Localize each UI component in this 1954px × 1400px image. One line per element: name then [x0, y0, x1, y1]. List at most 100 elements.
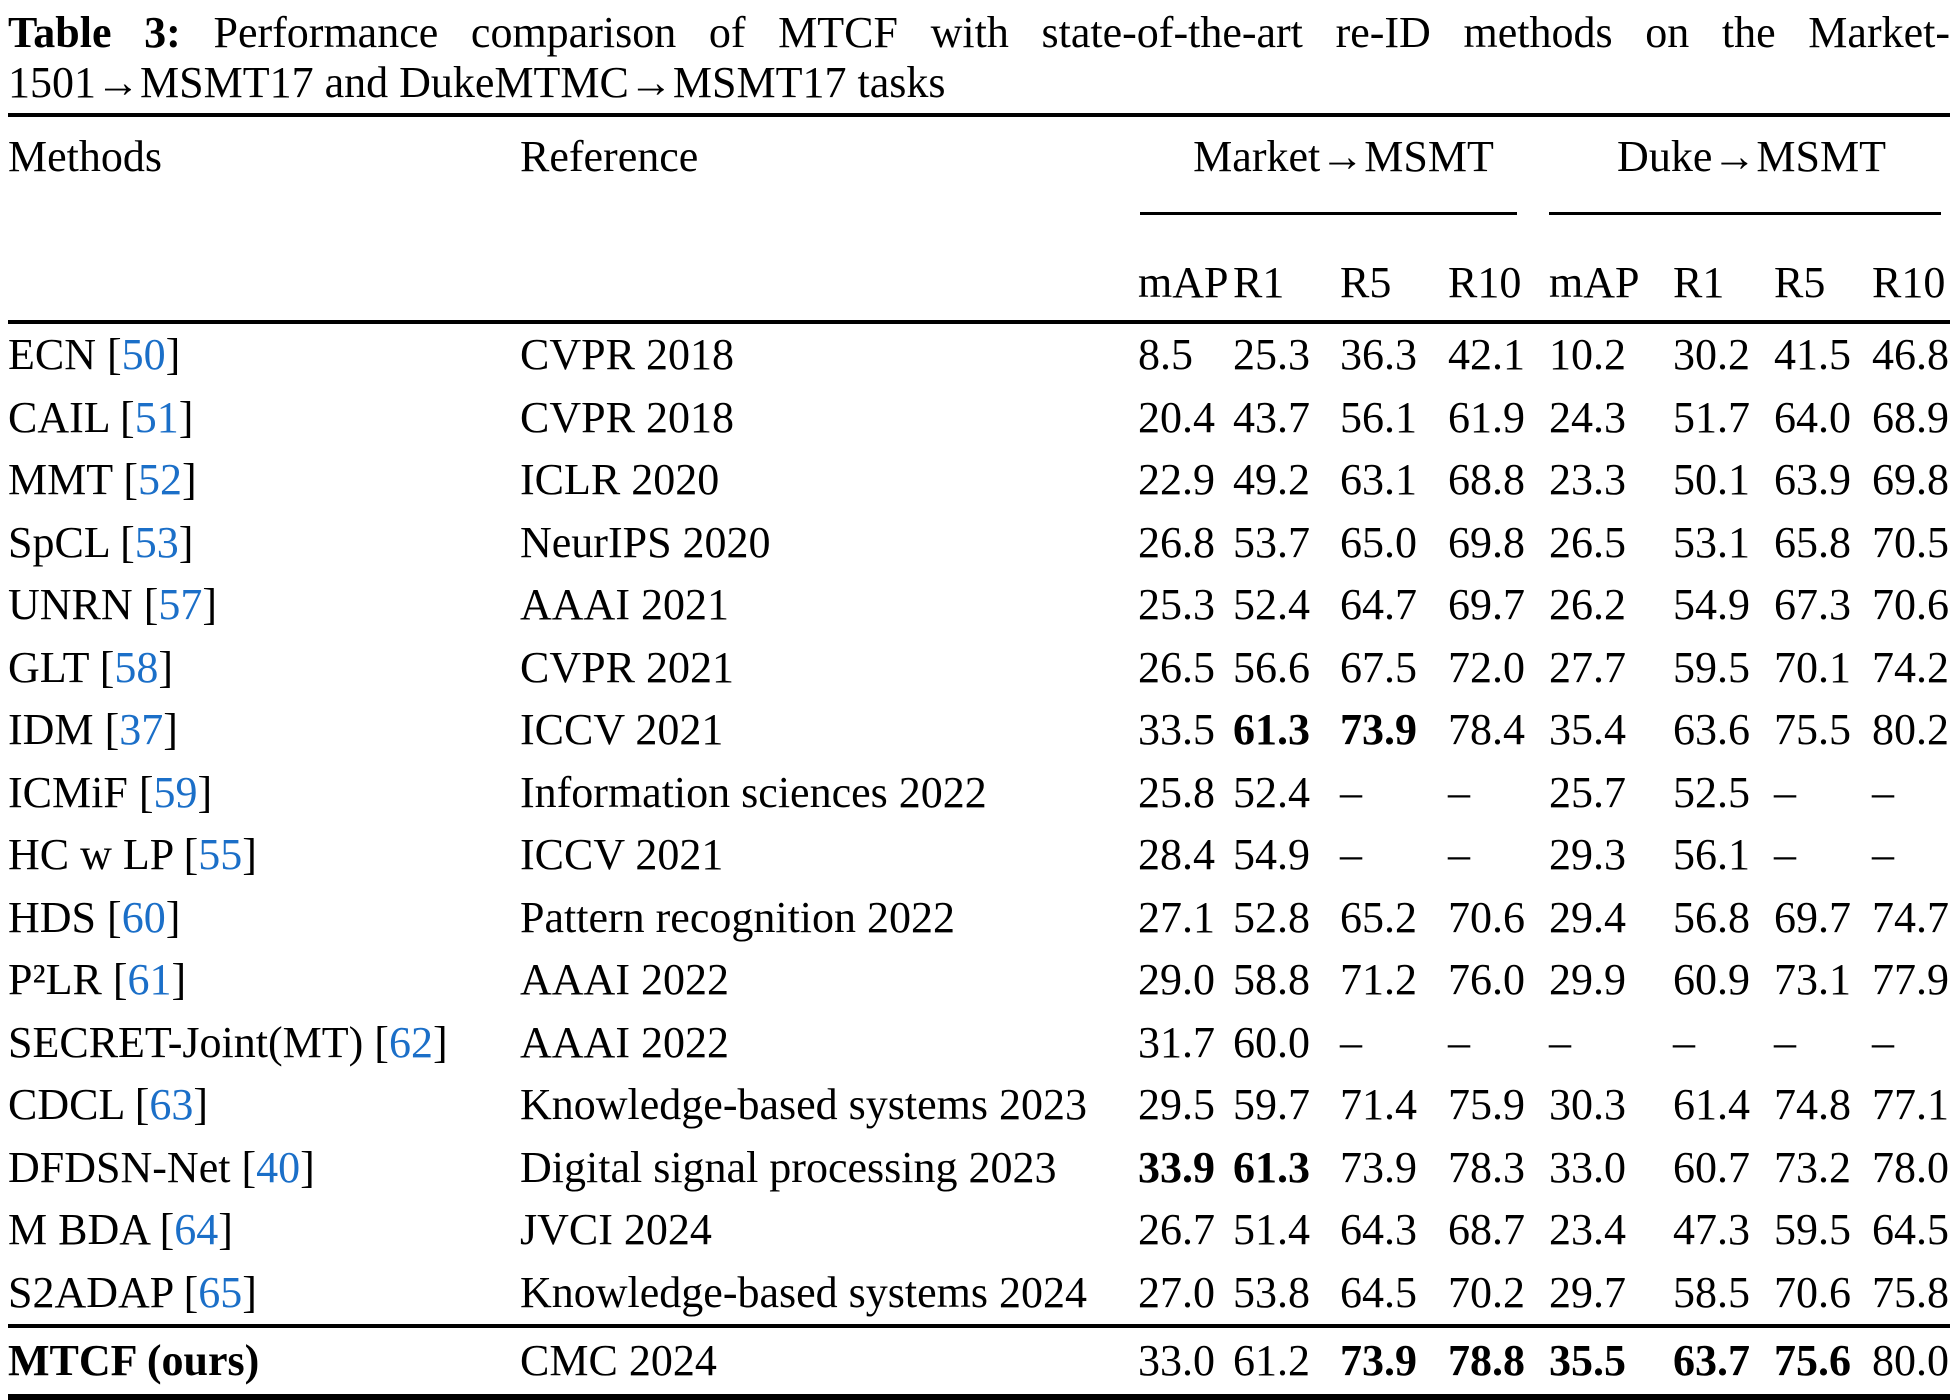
citation-link[interactable]: 40 [256, 1142, 301, 1192]
value-cell: 35.4 [1549, 705, 1626, 754]
citation: [37] [94, 705, 178, 754]
citation-open-bracket: [ [183, 1267, 199, 1317]
value-cell: 73.9 [1340, 705, 1417, 754]
citation-link[interactable]: 50 [121, 330, 166, 379]
reference-cell: Knowledge-based systems 2024 [520, 1267, 1088, 1317]
value-cell: 28.4 [1138, 830, 1215, 879]
citation-link[interactable]: 65 [198, 1267, 243, 1317]
value-cell: – [1340, 1017, 1362, 1067]
method-cell: CDCL [63] [8, 1074, 520, 1137]
value-cell: 78.8 [1448, 1336, 1525, 1385]
value-cell: 52.4 [1233, 767, 1310, 817]
value-cell: 67.3 [1774, 580, 1851, 629]
value-cell: 72.0 [1448, 642, 1525, 692]
table-row: S2ADAP [65] Knowledge-based systems 2024… [8, 1262, 1950, 1325]
value-cell: 56.1 [1340, 392, 1417, 442]
citation-link[interactable]: 53 [134, 517, 179, 567]
value-cell: 77.1 [1872, 1080, 1949, 1129]
table-row: MMT [52] ICLR 2020 22.9 49.2 63.1 68.8 23.3 5… [8, 449, 1950, 512]
caption-line-2: 1501→MSMT17 and DukeMTMC→MSMT17 tasks [8, 58, 946, 107]
table-row: UNRN [57] AAAI 2021 25.3 52.4 64.7 69.7 26.2… [8, 574, 1950, 637]
method-cell: DFDSN-Net [40] [8, 1137, 520, 1200]
method-cell: HDS [60] [8, 887, 520, 950]
citation-link[interactable]: 61 [127, 955, 172, 1004]
table-top-rule [8, 113, 1950, 117]
method-name: M BDA [8, 1205, 149, 1254]
value-cell: 68.9 [1872, 392, 1949, 442]
value-cell: 74.2 [1872, 642, 1949, 692]
value-cell: 8.5 [1138, 330, 1193, 379]
value-cell: 61.2 [1233, 1336, 1310, 1385]
citation-link[interactable]: 55 [198, 830, 243, 879]
method-name: ICMiF [8, 767, 128, 817]
value-cell: 65.2 [1340, 892, 1417, 942]
value-cell: 53.8 [1233, 1267, 1310, 1317]
value-cell: 25.7 [1549, 767, 1626, 817]
citation-close-bracket: ] [242, 830, 257, 879]
table-row: SpCL [53] NeurIPS 2020 26.8 53.7 65.0 69.8 2… [8, 512, 1950, 575]
citation-close-bracket: ] [197, 767, 213, 817]
method-name: P²LR [8, 955, 102, 1004]
citation: [62] [363, 1018, 447, 1067]
citation-link[interactable]: 62 [388, 1017, 433, 1067]
value-cell: 69.7 [1448, 580, 1525, 629]
citation-link[interactable]: 63 [149, 1080, 194, 1129]
reference-cell: AAAI 2022 [520, 955, 729, 1004]
value-cell: 60.9 [1673, 955, 1750, 1004]
value-cell: 50.1 [1673, 455, 1750, 504]
value-cell: 52.4 [1233, 580, 1310, 629]
citation-link[interactable]: 64 [174, 1205, 219, 1254]
citation: [51] [109, 393, 193, 442]
metric-header-map-duke: mAP [1549, 258, 1640, 307]
value-cell: – [1774, 830, 1796, 879]
citation-link[interactable]: 58 [114, 642, 159, 692]
column-header-methods: Methods [8, 132, 162, 181]
citation-open-bracket: [ [374, 1017, 389, 1067]
value-cell: 63.7 [1673, 1336, 1750, 1385]
value-cell: 78.0 [1872, 1142, 1949, 1192]
citation: [40] [230, 1143, 314, 1192]
citation: [55] [173, 830, 257, 879]
value-cell: 33.5 [1138, 705, 1215, 754]
citation: [61] [102, 955, 186, 1004]
table-header-rule [8, 320, 1950, 324]
reference-cell: Information sciences 2022 [520, 767, 987, 817]
value-cell: 29.7 [1549, 1267, 1626, 1317]
citation-link[interactable]: 37 [119, 705, 164, 754]
value-cell: 51.4 [1233, 1205, 1310, 1254]
value-cell: 69.8 [1448, 517, 1525, 567]
method-name: SpCL [8, 517, 110, 567]
metric-header-r10-duke: R10 [1872, 258, 1946, 307]
table-row: M BDA [64] JVCI 2024 26.7 51.4 64.3 68.7 23.… [8, 1199, 1950, 1262]
citation-link[interactable]: 59 [153, 767, 198, 817]
citation-link[interactable]: 51 [134, 392, 179, 442]
value-cell: 27.0 [1138, 1267, 1215, 1317]
value-cell: 77.9 [1872, 955, 1949, 1004]
value-cell: – [1872, 1017, 1894, 1067]
column-group-market-msmt: Market→MSMT [1193, 132, 1494, 181]
table-header-row-2: mAP R1 R5 R10 mAP R1 R5 R10 [8, 215, 1950, 320]
value-cell: 24.3 [1549, 392, 1626, 442]
citation-close-bracket: ] [178, 517, 194, 567]
value-cell: 35.5 [1549, 1336, 1626, 1385]
method-cell: MTCF (ours) [8, 1328, 520, 1394]
column-group-duke-msmt: Duke→MSMT [1617, 132, 1886, 181]
method-name: CAIL [8, 392, 110, 442]
citation-link[interactable]: 57 [158, 580, 203, 629]
value-cell: 33.0 [1138, 1336, 1215, 1385]
citation-open-bracket: [ [134, 1080, 150, 1129]
citation-link[interactable]: 52 [137, 455, 182, 504]
reference-cell: NeurIPS 2020 [520, 517, 771, 567]
citation-link[interactable]: 60 [121, 892, 166, 942]
citation-close-bracket: ] [202, 580, 217, 629]
value-cell: 75.6 [1774, 1336, 1851, 1385]
citation: [64] [149, 1205, 233, 1254]
method-cell: SpCL [53] [8, 512, 520, 575]
citation: [52] [112, 455, 196, 504]
value-cell: 26.5 [1138, 642, 1215, 692]
value-cell: 73.1 [1774, 955, 1851, 1004]
citation-open-bracket: [ [159, 1205, 175, 1254]
value-cell: – [1872, 830, 1894, 879]
value-cell: 70.6 [1872, 580, 1949, 629]
value-cell: 61.3 [1233, 1142, 1310, 1192]
